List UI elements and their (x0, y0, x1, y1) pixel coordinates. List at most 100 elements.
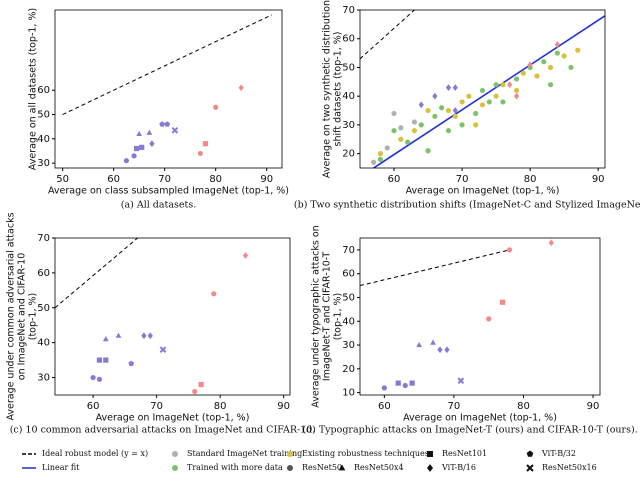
x-tick-label: 80 (209, 174, 222, 185)
marker (136, 130, 143, 137)
legend-marker (427, 451, 433, 457)
marker (500, 299, 506, 305)
marker (402, 382, 408, 389)
marker (486, 99, 492, 105)
marker (398, 136, 404, 142)
marker (561, 53, 567, 59)
legend-label: Existing robustness techniques (302, 449, 429, 458)
legend-label: Ideal robust model (y = x) (42, 449, 148, 458)
marker (457, 377, 465, 385)
y-tick-label: 60 (342, 269, 355, 280)
marker (238, 84, 244, 92)
marker (377, 151, 384, 157)
axes-frame (359, 9, 606, 169)
marker (171, 127, 179, 134)
y-tick-label: 70 (342, 245, 355, 256)
marker (159, 346, 167, 353)
y-tick-label: 70 (37, 233, 50, 244)
legend-label: ResNet50 (302, 463, 342, 472)
y-axis-label: (top-1, %) (333, 293, 344, 341)
y-tick-label: 30 (37, 373, 50, 384)
marker (411, 119, 418, 125)
marker (445, 84, 452, 91)
marker (149, 140, 155, 148)
marker (377, 156, 384, 162)
plot-area (62, 14, 273, 164)
marker (425, 148, 431, 154)
marker (547, 64, 554, 71)
y-tick-label: 40 (342, 316, 355, 327)
marker (197, 150, 203, 157)
marker (128, 360, 135, 367)
caption: (c) 10 common adversarial attacks on Ima… (10, 425, 316, 436)
y-tick-label: 30 (342, 120, 355, 131)
y-tick-label: 40 (37, 134, 50, 145)
axes-frame (359, 237, 601, 396)
marker (96, 357, 103, 363)
y-tick-label: 70 (342, 5, 355, 16)
marker (211, 291, 217, 297)
marker (452, 84, 458, 91)
caption: (b) Two synthetic distribution shifts (I… (294, 200, 640, 211)
legend-label: ViT-B/32 (541, 449, 576, 458)
x-axis-label: Average on ImageNet (top-1, %) (96, 413, 250, 424)
marker (500, 99, 506, 105)
x-tick-label: 90 (260, 174, 273, 185)
marker (192, 388, 198, 395)
marker (391, 110, 397, 117)
x-tick-label: 90 (592, 174, 605, 185)
marker (513, 76, 520, 82)
marker (134, 145, 140, 152)
marker (146, 129, 153, 135)
marker (547, 82, 554, 88)
marker (534, 73, 540, 79)
x-tick-label: 90 (277, 401, 290, 412)
marker (520, 70, 526, 76)
legend-label: ResNet50x4 (354, 463, 404, 472)
marker (479, 102, 486, 108)
x-axis-label: Average on ImageNet (top-1, %) (406, 186, 560, 197)
x-axis-label: Average on ImageNet (top-1, %) (403, 413, 557, 424)
x-tick-label: 60 (388, 174, 401, 185)
marker (486, 316, 492, 322)
y-tick-label: 20 (342, 364, 355, 375)
x-axis-label: Average on class subsampled ImageNet (to… (48, 186, 289, 197)
y-tick-label: 50 (342, 62, 355, 73)
marker (568, 64, 574, 71)
x-tick-label: 50 (56, 174, 69, 185)
marker (418, 101, 424, 109)
axes-frame (54, 237, 291, 396)
y-axis-label: ImageNet-T and CIFAR-10-T (322, 252, 333, 382)
legend-marker (172, 465, 178, 471)
legend-marker (526, 450, 534, 457)
marker (391, 128, 397, 134)
marker (473, 122, 479, 128)
x-tick-label: 90 (587, 401, 600, 412)
legend-marker (338, 464, 346, 471)
legend-label: ResNet101 (442, 449, 487, 458)
marker (432, 113, 438, 119)
y-tick-label: 40 (342, 91, 355, 102)
y-tick-label: 30 (342, 340, 355, 351)
marker (202, 141, 209, 147)
legend-marker (287, 451, 293, 457)
marker (103, 357, 109, 363)
x-tick-label: 60 (87, 401, 100, 412)
y-tick-label: 60 (37, 85, 50, 96)
y-axis-label: Average on all datasets (top-1, %) (28, 8, 39, 170)
x-tick-label: 80 (524, 174, 537, 185)
y-axis-label: Average under common adversarial attacks (6, 212, 17, 420)
marker (479, 87, 486, 94)
marker (405, 139, 411, 145)
legend-label: ViT-B/16 (441, 463, 476, 472)
marker (493, 93, 499, 99)
y-tick-label: 20 (342, 149, 355, 160)
marker (513, 92, 520, 100)
y-axis-label: (top-1, %) (28, 293, 39, 341)
marker (141, 332, 147, 340)
marker (445, 128, 452, 134)
plot-area (360, 239, 554, 391)
marker (575, 47, 581, 53)
marker (473, 110, 479, 117)
